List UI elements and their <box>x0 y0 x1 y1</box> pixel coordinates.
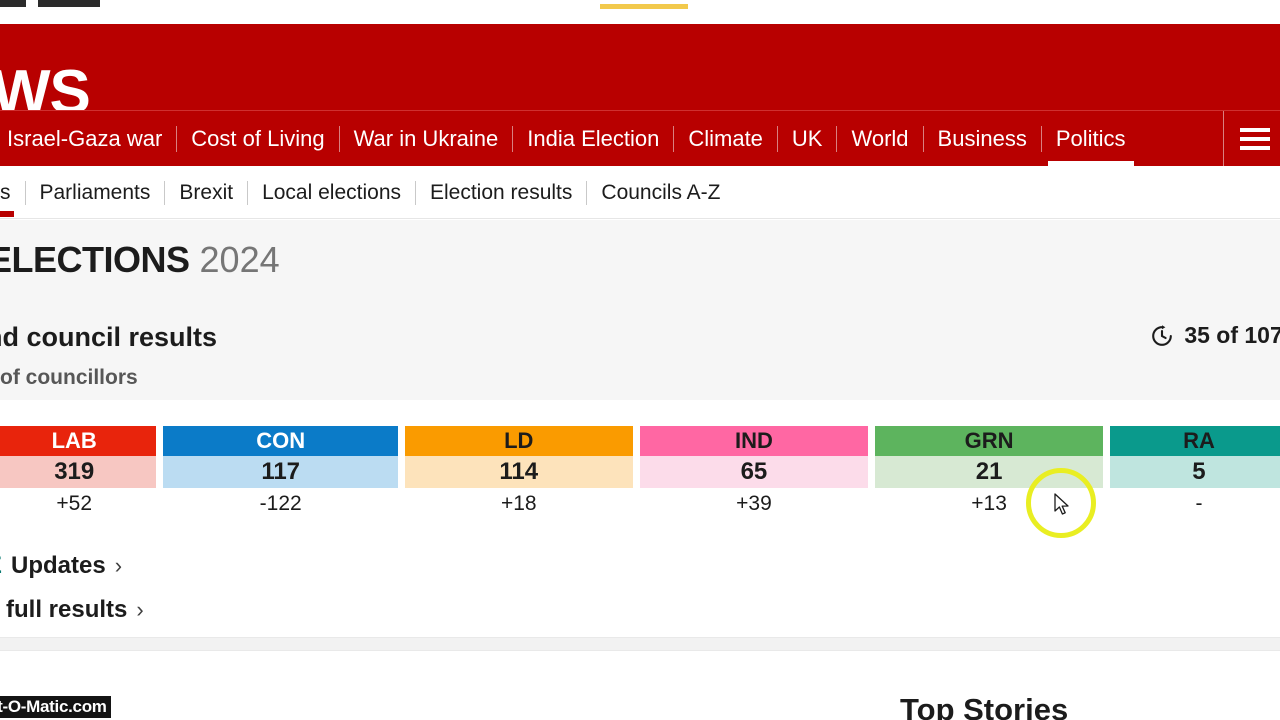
subnav-item-local-elections[interactable]: Local elections <box>262 181 401 204</box>
party-column-ra[interactable]: RA 5 - <box>1109 426 1280 515</box>
site-masthead: WS <box>0 24 1280 124</box>
nav-separator <box>776 126 778 152</box>
section-navigation-items: s Parliaments Brexit Local elections Ele… <box>0 166 734 219</box>
nav-separator <box>922 126 924 152</box>
party-seats-grn: 21 <box>875 456 1103 488</box>
live-updates-label: Updates <box>11 552 106 579</box>
subnav-item-councils-a-z[interactable]: Councils A-Z <box>601 181 721 204</box>
nav-item-business[interactable]: Business <box>937 126 1027 151</box>
nav-more-button[interactable]: M <box>1222 111 1280 167</box>
party-name-ld: LD <box>404 426 633 456</box>
nav-separator <box>1040 126 1042 152</box>
nav-item-war-in-ukraine[interactable]: War in Ukraine <box>353 126 499 151</box>
subnav-active-marker <box>0 211 14 217</box>
results-count: 35 of 107 co <box>1150 322 1280 349</box>
subnav-item-truncated[interactable]: s <box>0 181 11 204</box>
top-stories-heading: Top Stories <box>900 692 1069 720</box>
main-navigation-items: Israel-Gaza war Cost of Living War in Uk… <box>0 111 1140 167</box>
hamburger-menu-icon <box>1239 128 1270 150</box>
nav-separator <box>836 126 838 152</box>
nav-item-climate[interactable]: Climate <box>688 126 763 151</box>
nav-separator <box>176 126 178 152</box>
page-title-year: 2024 <box>199 239 280 280</box>
party-name-ind: IND <box>639 426 869 456</box>
subnav-separator <box>586 180 588 205</box>
nav-separator <box>512 126 514 152</box>
party-column-lab[interactable]: LAB 319 +52 <box>0 426 157 515</box>
party-column-con[interactable]: CON 117 -122 <box>163 426 398 515</box>
party-change-ind: +39 <box>736 492 772 515</box>
full-results-link[interactable]: e full results › <box>0 596 144 624</box>
results-panel <box>0 300 1280 400</box>
refresh-clock-icon <box>1152 324 1173 346</box>
browser-top-strip <box>0 0 1280 24</box>
nav-item-world[interactable]: World <box>851 126 909 151</box>
party-change-ld: +18 <box>500 492 537 515</box>
section-divider <box>0 637 1280 651</box>
results-subtitle: r of councillors <box>0 366 138 389</box>
nav-separator <box>338 126 340 152</box>
nav-item-uk[interactable]: UK <box>791 126 823 151</box>
party-change-ra: - <box>1195 492 1203 515</box>
nav-separator <box>673 126 675 152</box>
subnav-separator <box>164 180 166 205</box>
subnav-item-election-results[interactable]: Election results <box>430 181 573 204</box>
subnav-item-brexit[interactable]: Brexit <box>179 181 234 204</box>
party-results-bar: LAB 319 +52 CON 117 -122 LD 114 +18 IND … <box>0 426 1280 515</box>
party-seats-ld: 114 <box>404 456 633 488</box>
party-name-grn: GRN <box>875 426 1103 456</box>
subnav-separator <box>247 180 249 205</box>
party-change-con: -122 <box>259 492 302 515</box>
browser-tab-1[interactable] <box>0 0 26 7</box>
nav-item-israel-gaza-war[interactable]: Israel-Gaza war <box>7 126 163 151</box>
section-navigation: s Parliaments Brexit Local elections Ele… <box>0 166 1280 219</box>
page-title: ELECTIONS 2024 <box>0 240 280 280</box>
subnav-separator <box>24 180 26 205</box>
live-badge: E <box>0 552 2 580</box>
subnav-item-parliaments[interactable]: Parliaments <box>39 181 151 204</box>
chevron-right-icon: › <box>114 553 123 578</box>
party-column-ind[interactable]: IND 65 +39 <box>639 426 869 515</box>
main-navigation: Israel-Gaza war Cost of Living War in Uk… <box>0 110 1280 167</box>
page-heading-band <box>0 220 1280 300</box>
nav-item-cost-of-living[interactable]: Cost of Living <box>191 126 325 151</box>
full-results-label: e full results <box>0 596 128 623</box>
party-change-grn: +13 <box>971 492 1007 515</box>
screen-recorder-watermark: st-O-Matic.com <box>0 696 111 718</box>
page-progress-underline <box>600 4 688 9</box>
party-name-lab: LAB <box>0 426 157 456</box>
party-seats-ra: 5 <box>1109 456 1280 488</box>
nav-item-india-election[interactable]: India Election <box>527 126 660 151</box>
results-title: nd council results <box>0 322 218 352</box>
party-change-lab: +52 <box>56 492 93 515</box>
live-updates-link[interactable]: E Updates › <box>0 552 122 580</box>
nav-item-politics[interactable]: Politics <box>1042 111 1140 167</box>
party-column-ld[interactable]: LD 114 +18 <box>404 426 633 515</box>
party-name-ra: RA <box>1109 426 1280 456</box>
page-title-strong: ELECTIONS <box>0 239 190 280</box>
results-count-label: 35 of 107 co <box>1184 322 1280 348</box>
chevron-right-icon: › <box>136 597 144 622</box>
party-name-con: CON <box>163 426 398 456</box>
browser-tab-2[interactable] <box>38 0 100 7</box>
party-seats-con: 117 <box>163 456 398 488</box>
party-column-grn[interactable]: GRN 21 +13 <box>875 426 1103 515</box>
party-seats-lab: 319 <box>0 456 157 488</box>
party-seats-ind: 65 <box>639 456 869 488</box>
subnav-separator <box>415 180 416 205</box>
